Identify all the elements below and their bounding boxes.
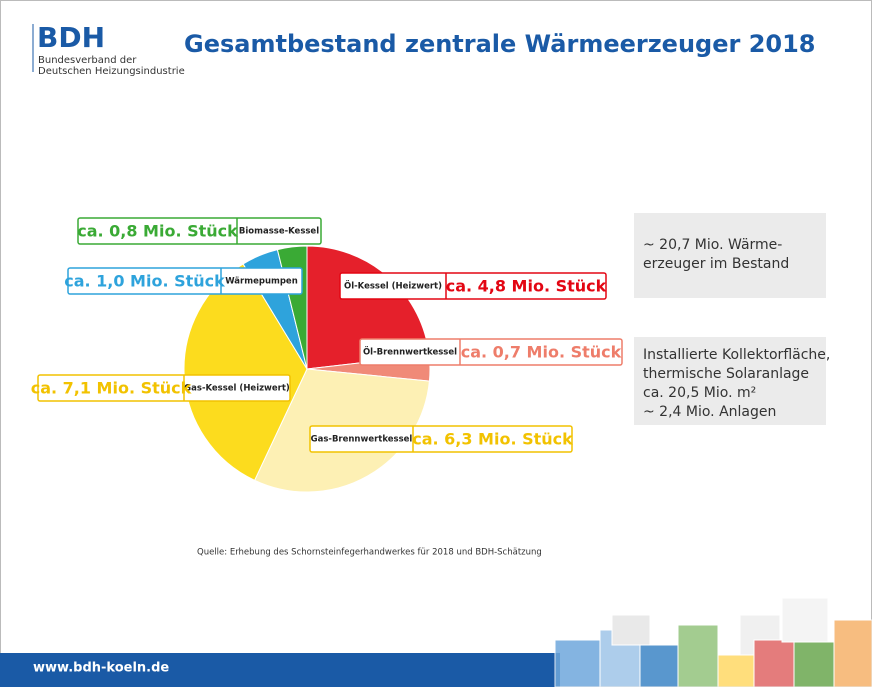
- footer-url: www.bdh-koeln.de: [33, 661, 169, 676]
- info-text: Installierte Kollektorfläche,: [643, 347, 830, 363]
- value-label: ca. 7,1 Mio. Stück: [31, 379, 192, 398]
- logo-line: Bundesverband der: [38, 55, 137, 66]
- info-text: ~ 2,4 Mio. Anlagen: [643, 404, 776, 420]
- category-label: Gas-Brennwertkessel: [311, 435, 413, 445]
- logo: BDH: [37, 21, 105, 54]
- labels: Öl-Kessel (Heizwert) ca. 4,8 Mio. Stück Öl…: [31, 217, 623, 453]
- source: Quelle: Erhebung des Schornsteinfegerhan…: [197, 548, 542, 558]
- info-text: thermische Solaranlage: [643, 366, 809, 382]
- category-label: Öl-Brennwertkessel: [363, 347, 457, 358]
- value-label: ca. 6,3 Mio. Stück: [412, 430, 573, 449]
- info-box: [634, 337, 826, 425]
- category-label: Wärmepumpen: [225, 277, 298, 287]
- logo-line: Deutschen Heizungsindustrie: [38, 66, 185, 77]
- label-box: [77, 217, 322, 245]
- info-text: ~ 20,7 Mio. Wärme-: [643, 237, 782, 253]
- label-box: [309, 425, 573, 453]
- label-box: [37, 374, 291, 402]
- chart-title: Gesamtbestand zentrale Wärmeerzeuger 201…: [184, 30, 816, 58]
- label-box: [359, 338, 623, 366]
- info-text: ca. 20,5 Mio. m²: [643, 385, 756, 401]
- cube-decoration: [554, 597, 872, 687]
- value-label: ca. 0,8 Mio. Stück: [77, 222, 238, 241]
- footer-bar: [0, 653, 560, 687]
- category-label: Gas-Kessel (Heizwert): [184, 384, 290, 394]
- value-label: ca. 0,7 Mio. Stück: [461, 343, 622, 362]
- category-label: Öl-Kessel (Heizwert): [344, 281, 442, 292]
- label-box: [339, 272, 607, 300]
- label-box: [67, 267, 303, 295]
- value-label: ca. 1,0 Mio. Stück: [64, 272, 225, 291]
- category-label: Biomasse-Kessel: [239, 227, 319, 237]
- info-box: [634, 213, 826, 298]
- value-label: ca. 4,8 Mio. Stück: [446, 277, 607, 296]
- info-text: erzeuger im Bestand: [643, 256, 789, 272]
